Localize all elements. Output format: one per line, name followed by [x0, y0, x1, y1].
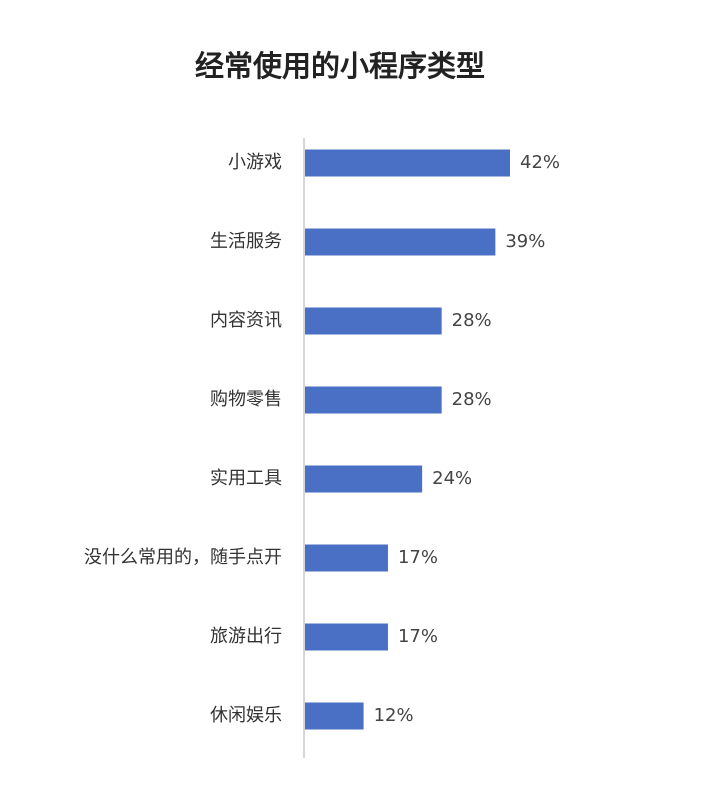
value-label: 39%	[505, 231, 545, 252]
bar	[305, 228, 496, 256]
y-tick-label: 购物零售	[210, 389, 282, 410]
bar	[305, 386, 442, 414]
y-tick-label: 旅游出行	[210, 626, 282, 647]
y-tick-label: 内容资讯	[210, 310, 282, 331]
bar	[305, 149, 510, 177]
y-tick-label: 生活服务	[210, 231, 282, 252]
bar	[305, 623, 388, 651]
value-label: 17%	[398, 626, 438, 647]
value-label: 28%	[452, 389, 492, 410]
bar	[305, 307, 442, 335]
value-label: 28%	[452, 310, 492, 331]
bar	[305, 465, 423, 493]
bar	[305, 702, 364, 730]
y-tick-label: 实用工具	[210, 468, 282, 489]
value-label: 42%	[520, 152, 560, 173]
value-label: 24%	[432, 468, 472, 489]
y-tick-label: 休闲娱乐	[210, 705, 282, 726]
y-tick-label: 小游戏	[228, 152, 282, 173]
bar	[305, 544, 388, 572]
y-tick-label: 没什么常用的，随手点开	[84, 547, 282, 568]
value-label: 17%	[398, 547, 438, 568]
value-label: 12%	[374, 705, 414, 726]
chart-title: 经常使用的小程序类型	[195, 49, 485, 83]
